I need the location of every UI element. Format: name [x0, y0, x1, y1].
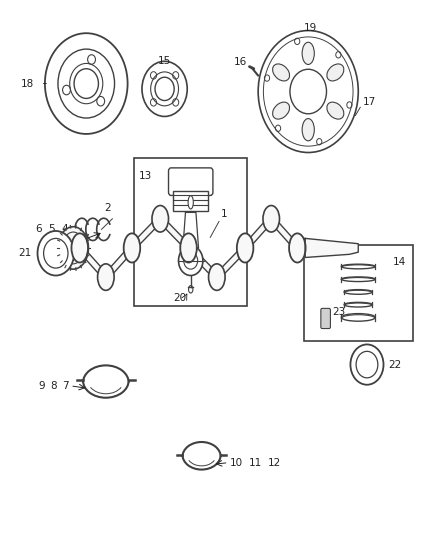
- Ellipse shape: [98, 264, 114, 290]
- Ellipse shape: [302, 42, 314, 64]
- Text: 13: 13: [138, 171, 152, 181]
- Bar: [304, 245, 413, 341]
- Bar: [173, 191, 208, 212]
- Bar: [134, 158, 247, 306]
- Ellipse shape: [208, 264, 225, 290]
- Text: 19: 19: [304, 22, 317, 33]
- Text: 1: 1: [221, 209, 228, 219]
- Ellipse shape: [327, 102, 344, 119]
- Text: 18: 18: [21, 78, 34, 88]
- Text: 23: 23: [332, 306, 346, 317]
- Text: 16: 16: [234, 58, 247, 67]
- Ellipse shape: [71, 233, 88, 263]
- Text: 4: 4: [61, 224, 68, 235]
- Ellipse shape: [180, 233, 197, 263]
- Text: 22: 22: [389, 360, 402, 369]
- Text: 17: 17: [363, 97, 376, 107]
- Ellipse shape: [272, 102, 290, 119]
- FancyBboxPatch shape: [321, 309, 330, 328]
- Text: 8: 8: [50, 381, 57, 391]
- Text: 15: 15: [158, 56, 171, 66]
- Ellipse shape: [124, 233, 140, 263]
- Text: 10: 10: [230, 458, 243, 467]
- Text: 20: 20: [173, 293, 186, 303]
- Ellipse shape: [152, 206, 169, 232]
- Ellipse shape: [327, 64, 344, 81]
- Polygon shape: [305, 238, 358, 257]
- Text: 12: 12: [268, 458, 281, 467]
- Text: 11: 11: [249, 458, 262, 467]
- Circle shape: [179, 246, 203, 276]
- Text: 9: 9: [38, 381, 45, 391]
- Ellipse shape: [188, 196, 193, 209]
- Ellipse shape: [263, 206, 279, 232]
- Circle shape: [38, 231, 74, 276]
- Circle shape: [350, 344, 384, 385]
- Text: 7: 7: [62, 381, 69, 391]
- Ellipse shape: [237, 233, 253, 263]
- Text: 14: 14: [393, 257, 406, 267]
- Ellipse shape: [289, 233, 306, 263]
- Text: 21: 21: [18, 248, 32, 259]
- Text: 6: 6: [35, 224, 42, 235]
- Text: 5: 5: [48, 224, 55, 235]
- Ellipse shape: [272, 64, 290, 81]
- FancyBboxPatch shape: [169, 168, 213, 196]
- Polygon shape: [183, 213, 198, 248]
- Ellipse shape: [302, 118, 314, 141]
- Ellipse shape: [58, 227, 88, 269]
- Text: 2: 2: [105, 204, 111, 214]
